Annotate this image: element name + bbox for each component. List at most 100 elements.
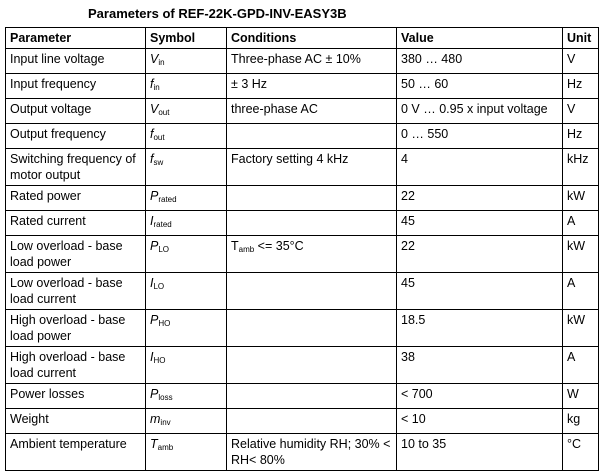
- parameter-cell: Ambient temperature: [5, 433, 146, 471]
- value-cell: 45: [396, 210, 563, 236]
- parameter-cell: Output frequency: [5, 123, 146, 149]
- symbol-cell: Irated: [145, 210, 227, 236]
- table-row: Weight minv < 10 kg: [5, 408, 599, 434]
- symbol-subscript: inv: [160, 418, 171, 427]
- header-cell: Unit: [562, 27, 599, 49]
- symbol-main: P: [150, 189, 159, 203]
- table-row: Output voltage Vout three-phase AC 0 V … 0.…: [5, 98, 599, 124]
- table-row: High overload - base load power PHO 18.5 kW: [5, 309, 599, 347]
- table-row: Rated power Prated 22 kW: [5, 185, 599, 211]
- symbol-subscript: out: [153, 133, 165, 142]
- symbol-subscript: HO: [153, 356, 166, 365]
- symbol-subscript: LO: [153, 282, 165, 291]
- symbol-cell: PHO: [145, 309, 227, 347]
- symbol-main: P: [150, 387, 159, 401]
- symbol-cell: Prated: [145, 185, 227, 211]
- table-title: Parameters of REF-22K-GPD-INV-EASY3B: [88, 6, 347, 21]
- parameter-cell: High overload - base load power: [5, 309, 146, 347]
- symbol-cell: IHO: [145, 346, 227, 384]
- page: Parameters of REF-22K-GPD-INV-EASY3B Par…: [5, 6, 599, 471]
- symbol-subscript: sw: [153, 158, 164, 167]
- unit-cell: °C: [562, 433, 599, 471]
- unit-cell: kHz: [562, 148, 599, 186]
- parameter-cell: Weight: [5, 408, 146, 434]
- conditions-cell: [226, 346, 397, 384]
- table-row: Ambient temperature Tamb Relative humidity…: [5, 433, 599, 471]
- value-cell: 22: [396, 235, 563, 273]
- header-cell: Symbol: [145, 27, 227, 49]
- table-row: Rated current Irated 45 A: [5, 210, 599, 236]
- symbol-cell: ILO: [145, 272, 227, 310]
- unit-cell: kW: [562, 235, 599, 273]
- table-row: Switching frequency of motor output fsw Fa…: [5, 148, 599, 186]
- symbol-main: P: [150, 313, 159, 327]
- symbol-cell: Vin: [145, 48, 227, 74]
- value-cell: 10 to 35: [396, 433, 563, 471]
- conditions-cell: [226, 210, 397, 236]
- symbol-main: I: [150, 350, 154, 364]
- value-cell: 38: [396, 346, 563, 384]
- symbol-subscript: rated: [153, 220, 172, 229]
- symbol-subscript: in: [153, 83, 160, 92]
- symbol-main: V: [150, 102, 159, 116]
- conditions-cell: Relative humidity RH; 30% < RH< 80%: [226, 433, 397, 471]
- unit-cell: Hz: [562, 123, 599, 149]
- parameters-table: Parameter Symbol Conditions Value Unit Input…: [5, 27, 599, 471]
- unit-cell: kW: [562, 185, 599, 211]
- symbol-subscript: rated: [158, 195, 177, 204]
- unit-cell: V: [562, 98, 599, 124]
- value-cell: < 10: [396, 408, 563, 434]
- conditions-cell: Three-phase AC ± 10%: [226, 48, 397, 74]
- unit-cell: kW: [562, 309, 599, 347]
- parameter-cell: Low overload - base load current: [5, 272, 146, 310]
- table-row: Low overload - base load current ILO 45 A: [5, 272, 599, 310]
- parameter-cell: Rated power: [5, 185, 146, 211]
- table-row: Input frequency fin ± 3 Hz 50 … 60 Hz: [5, 73, 599, 99]
- unit-cell: A: [562, 346, 599, 384]
- table-row: High overload - base load current IHO 38 A: [5, 346, 599, 384]
- conditions-cell: [226, 383, 397, 409]
- symbol-cell: Vout: [145, 98, 227, 124]
- table-row: Low overload - base load power PLO Tamb <=…: [5, 235, 599, 273]
- symbol-subscript: amb: [238, 245, 255, 254]
- value-cell: 18.5: [396, 309, 563, 347]
- symbol-main: T: [150, 437, 158, 451]
- parameter-cell: Rated current: [5, 210, 146, 236]
- parameter-cell: Input frequency: [5, 73, 146, 99]
- condition-text: <= 35°C: [254, 239, 304, 253]
- unit-cell: V: [562, 48, 599, 74]
- conditions-cell: [226, 185, 397, 211]
- value-cell: < 700: [396, 383, 563, 409]
- header-cell: Conditions: [226, 27, 397, 49]
- table-row: Output frequency fout 0 … 550 Hz: [5, 123, 599, 149]
- unit-cell: Hz: [562, 73, 599, 99]
- value-cell: 22: [396, 185, 563, 211]
- symbol-main: P: [150, 239, 159, 253]
- header-cell: Parameter: [5, 27, 146, 49]
- value-cell: 380 … 480: [396, 48, 563, 74]
- symbol-cell: PLO: [145, 235, 227, 273]
- conditions-cell: [226, 408, 397, 434]
- symbol-subscript: amb: [157, 443, 174, 452]
- conditions-cell: [226, 309, 397, 347]
- symbol-main: I: [150, 276, 154, 290]
- symbol-cell: Tamb: [145, 433, 227, 471]
- symbol-main: V: [150, 52, 159, 66]
- parameter-cell: Low overload - base load power: [5, 235, 146, 273]
- value-cell: 50 … 60: [396, 73, 563, 99]
- header-row: Parameter Symbol Conditions Value Unit: [5, 27, 599, 49]
- symbol-subscript: in: [158, 58, 165, 67]
- value-cell: 0 … 550: [396, 123, 563, 149]
- parameter-cell: Switching frequency of motor output: [5, 148, 146, 186]
- unit-cell: A: [562, 210, 599, 236]
- symbol-subscript: loss: [158, 393, 173, 402]
- conditions-cell: ± 3 Hz: [226, 73, 397, 99]
- parameter-cell: Power losses: [5, 383, 146, 409]
- symbol-main: f: [150, 127, 154, 141]
- value-cell: 0 V … 0.95 x input voltage: [396, 98, 563, 124]
- symbol-cell: minv: [145, 408, 227, 434]
- symbol-main: T: [231, 239, 239, 253]
- unit-cell: A: [562, 272, 599, 310]
- parameter-cell: Input line voltage: [5, 48, 146, 74]
- value-cell: 45: [396, 272, 563, 310]
